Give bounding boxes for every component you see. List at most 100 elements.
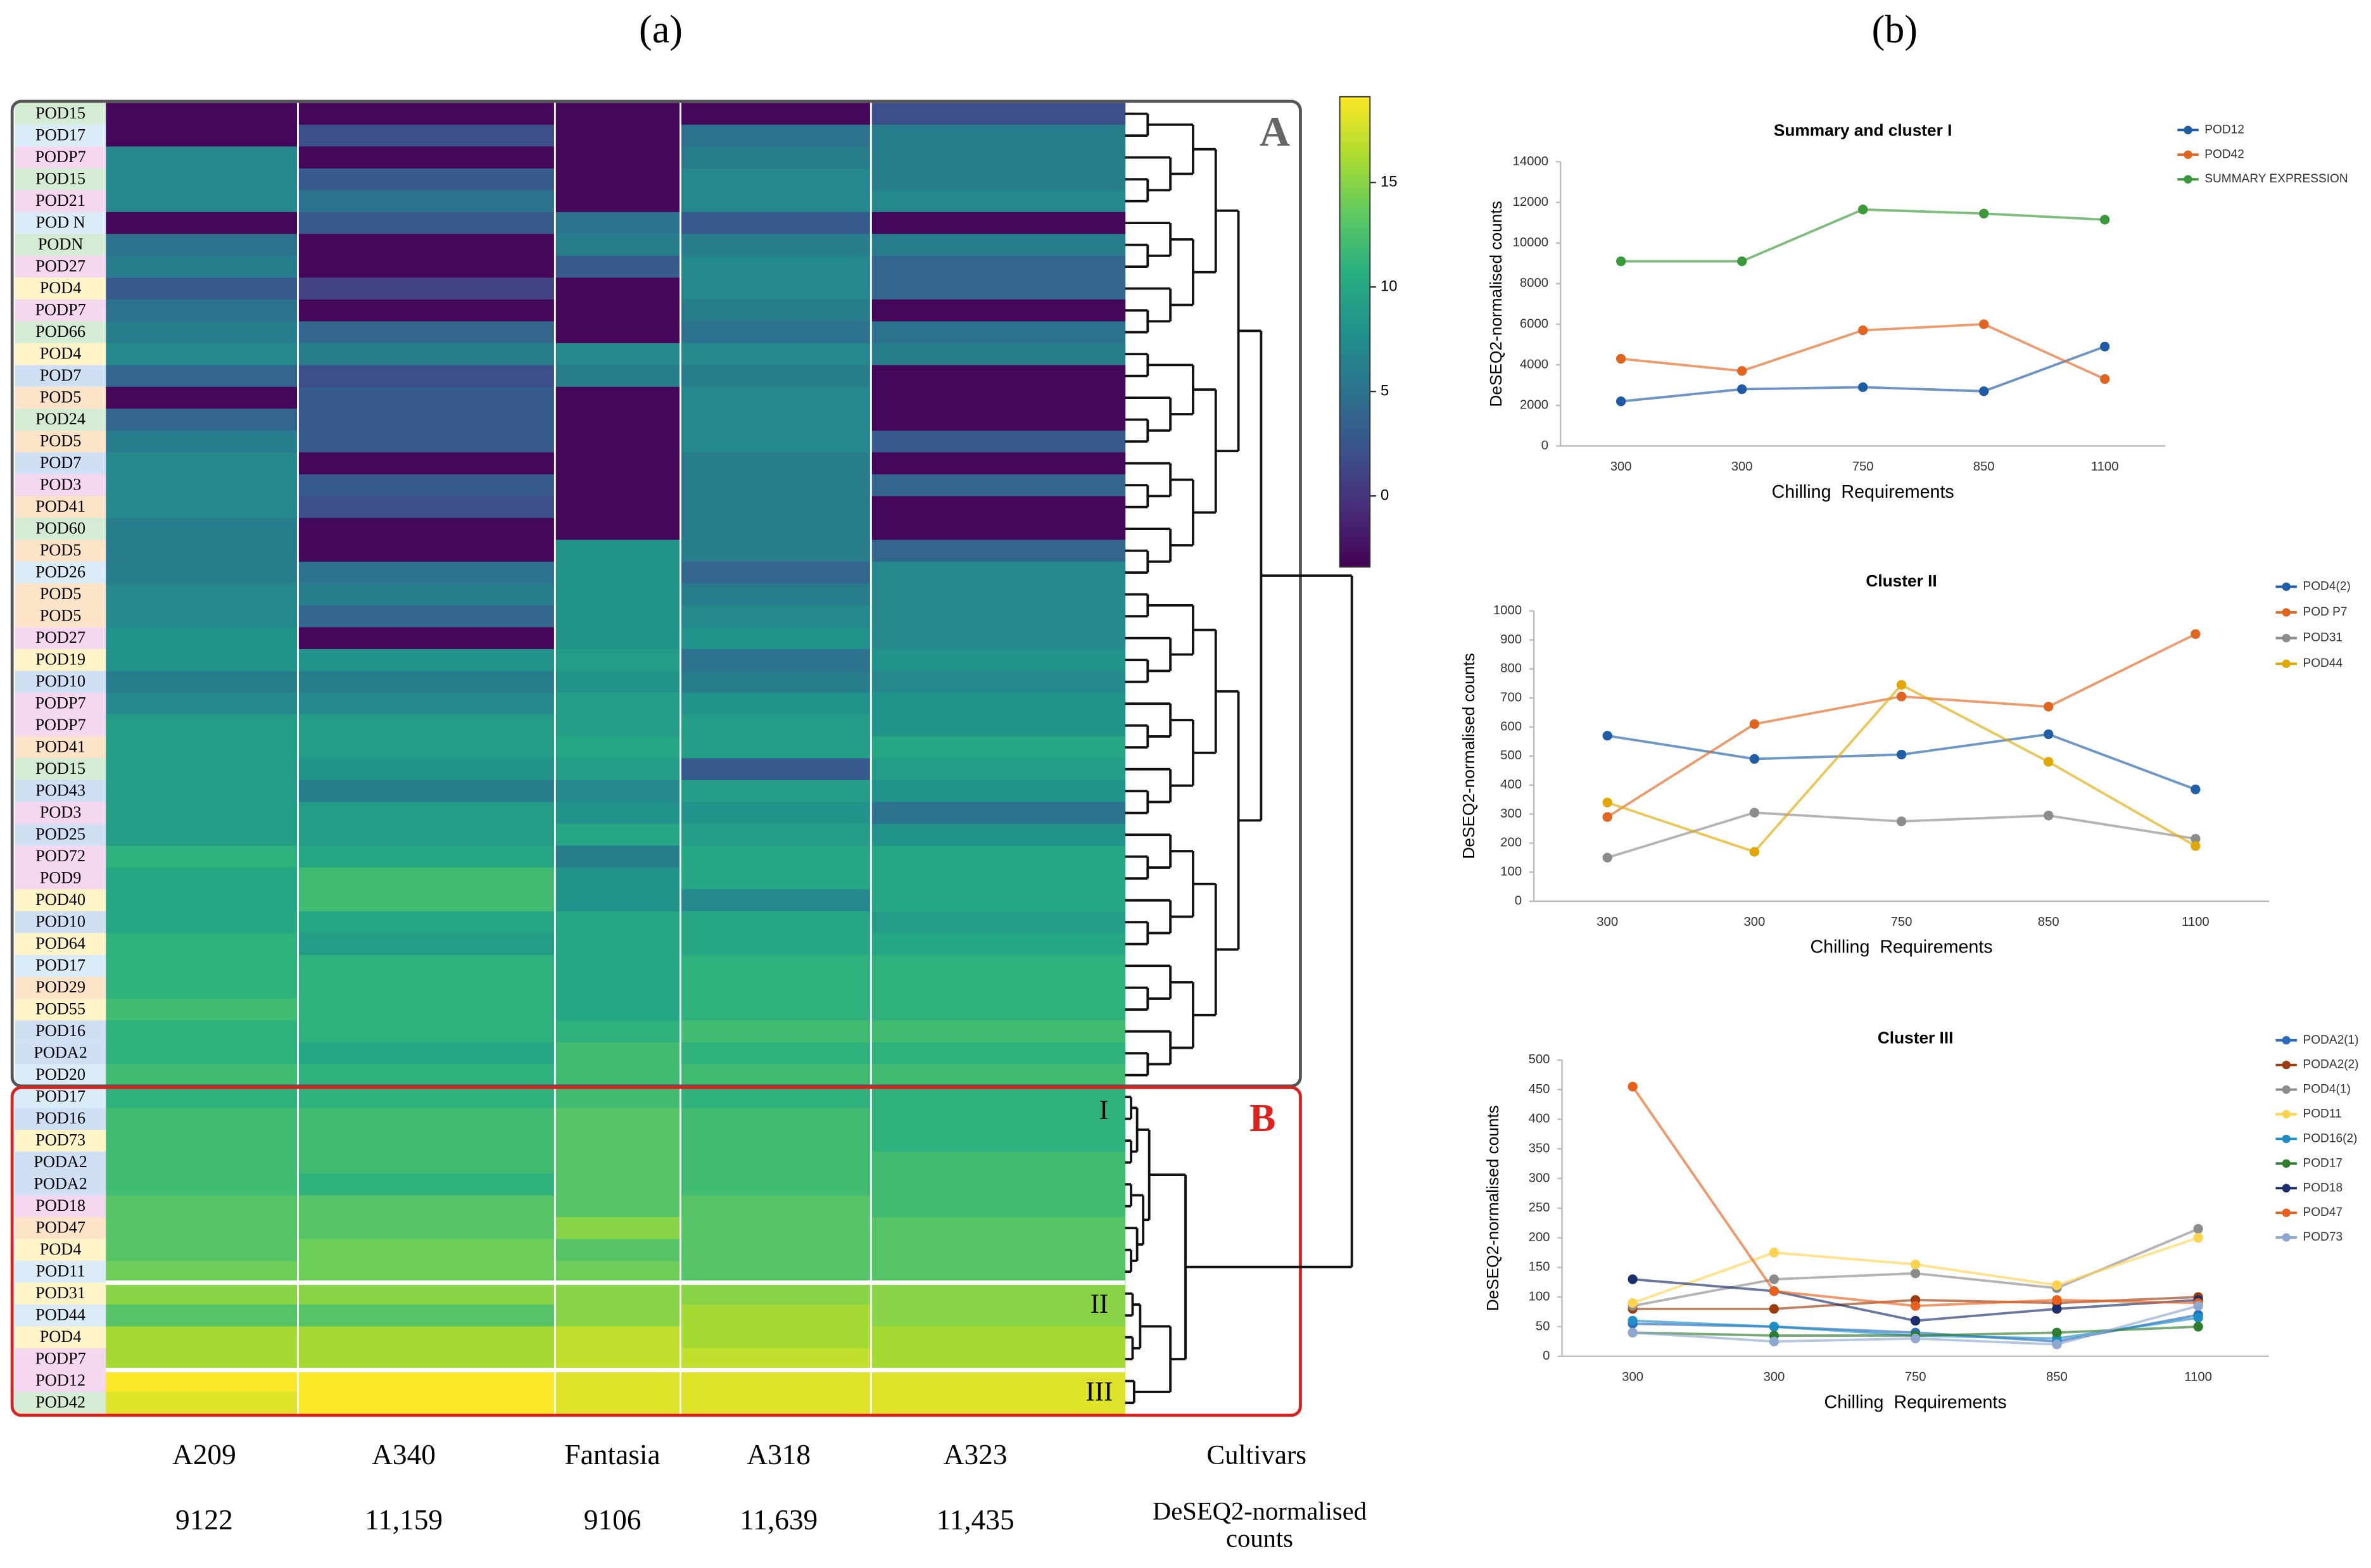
x-tick-label: 300 <box>1743 915 1765 929</box>
heat-cell <box>106 386 299 410</box>
row-label-bg <box>15 496 106 518</box>
y-tick-label: 400 <box>1500 778 1522 792</box>
series-line <box>1621 208 2105 263</box>
heat-cell <box>871 452 1126 475</box>
data-point <box>2052 1327 2062 1337</box>
heat-cell <box>106 736 299 759</box>
cluster-label: A <box>1260 108 1290 155</box>
row-label-bg <box>15 277 106 300</box>
row-label: POD27 <box>35 628 85 647</box>
row-label: PODA2 <box>34 1043 87 1061</box>
row-label: POD16 <box>35 1021 85 1040</box>
heat-cell <box>298 736 556 759</box>
row-label: POD20 <box>35 1065 85 1084</box>
heat-cell <box>106 146 299 169</box>
data-point <box>1769 1336 1780 1346</box>
heat-cell <box>298 255 556 279</box>
cluster-label: I <box>1099 1096 1108 1125</box>
row-label: POD18 <box>35 1196 85 1215</box>
heat-cell <box>106 561 299 585</box>
data-point <box>1616 396 1626 407</box>
row-label-bg <box>15 234 106 256</box>
heat-cell <box>871 386 1126 410</box>
heat-cell <box>106 977 299 999</box>
axis-title: Cultivars <box>1206 1441 1306 1470</box>
row-label: POD3 <box>40 475 82 493</box>
legend-label: POD18 <box>2303 1181 2343 1194</box>
legend-marker <box>2184 175 2192 184</box>
heat-cell <box>871 1370 1126 1393</box>
row-label-bg <box>15 1085 106 1108</box>
cultivar-label: A318 <box>747 1439 811 1470</box>
heat-cell <box>555 1108 681 1130</box>
heat-cell <box>680 124 872 148</box>
heat-cell <box>106 343 299 366</box>
heat-cell <box>871 823 1126 847</box>
row-label: POD47 <box>35 1218 85 1236</box>
row-label: PODA2 <box>34 1153 87 1171</box>
row-label: POD27 <box>35 256 85 275</box>
heat-cell <box>106 1348 299 1371</box>
y-tick-label: 300 <box>1500 807 1522 821</box>
y-tick-label: 300 <box>1529 1171 1550 1185</box>
data-point <box>1769 1286 1780 1296</box>
row-label-bg <box>15 517 106 540</box>
y-tick-label: 2000 <box>1520 398 1548 412</box>
legend-label: PODA2(2) <box>2303 1058 2358 1072</box>
heat-cell <box>555 277 681 300</box>
row-label-bg <box>15 736 106 759</box>
x-tick-label: 300 <box>1596 915 1618 929</box>
heat-cell <box>871 780 1126 803</box>
legend-marker <box>2282 1060 2291 1070</box>
row-label-bg <box>15 1151 106 1173</box>
heat-cell <box>555 234 681 256</box>
heat-cell <box>555 1348 681 1371</box>
heat-cell <box>680 933 872 956</box>
data-point <box>1616 256 1626 267</box>
row-label: PODP7 <box>35 716 85 734</box>
heat-cell <box>106 714 299 737</box>
legend-marker <box>2282 1134 2291 1144</box>
y-tick-label: 12000 <box>1513 195 1548 209</box>
heat-cell <box>106 823 299 847</box>
row-label-bg <box>15 648 106 671</box>
heat-cell <box>680 671 872 693</box>
row-label-bg <box>15 430 106 453</box>
heat-cell <box>680 212 872 235</box>
legend-label: POD42 <box>2204 148 2244 161</box>
heat-cell <box>555 1042 681 1065</box>
row-label: POD25 <box>35 825 85 843</box>
heat-cell <box>680 605 872 628</box>
heat-cell <box>555 823 681 847</box>
heat-cell <box>871 954 1126 978</box>
data-point <box>1896 680 1907 690</box>
heat-cell <box>555 1304 681 1327</box>
heat-cell <box>555 1282 681 1305</box>
data-point <box>2052 1280 2062 1291</box>
x-tick-label: 1100 <box>2184 1370 2212 1384</box>
cultivar-label: A323 <box>944 1439 1008 1470</box>
heat-cell <box>555 255 681 279</box>
y-tick-label: 100 <box>1500 865 1522 879</box>
heat-cell <box>106 911 299 934</box>
heat-cell <box>555 430 681 453</box>
heat-cell <box>298 386 556 410</box>
row-label-bg <box>15 1370 106 1392</box>
cultivar-label: Fantasia <box>564 1439 660 1470</box>
heat-cell <box>106 867 299 890</box>
heat-cell <box>680 627 872 650</box>
chart-title: Cluster III <box>1878 1028 1954 1047</box>
row-label: POD40 <box>35 890 85 909</box>
heat-cell <box>680 1304 872 1327</box>
row-label-bg <box>15 146 106 168</box>
row-label-bg <box>15 212 106 234</box>
y-tick-label: 450 <box>1529 1082 1550 1096</box>
data-point <box>1896 749 1907 760</box>
y-tick-label: 900 <box>1500 633 1522 647</box>
legend-label: POD73 <box>2303 1230 2343 1244</box>
heat-cell <box>555 1085 681 1109</box>
count-label: 11,639 <box>740 1504 818 1536</box>
heat-cell <box>680 780 872 803</box>
y-tick-label: 6000 <box>1520 317 1548 331</box>
